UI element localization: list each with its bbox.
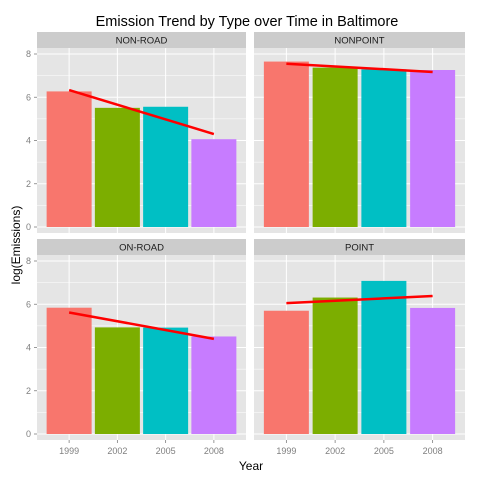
bar-1999 [46, 91, 92, 227]
facet-panels: NON-ROAD NONPOINT ON-ROAD POINT [37, 32, 465, 440]
y-axis-title: log(Emissions) [9, 206, 23, 285]
y-tick-label: 2 [26, 386, 31, 396]
x-tick-label: 2002 [325, 446, 345, 456]
x-tick-label: 2002 [107, 446, 127, 456]
strip-background [254, 32, 465, 48]
bar-2005 [143, 106, 189, 227]
strip-label: ON-ROAD [119, 243, 164, 254]
y-tick-label: 0 [26, 429, 31, 439]
bar-2008 [191, 139, 237, 227]
strip-background [37, 239, 246, 255]
x-tick-label: 1999 [276, 446, 296, 456]
trend-line [286, 62, 433, 74]
strip-label: POINT [345, 243, 374, 254]
y-tick-label: 8 [26, 256, 31, 266]
y-tick-label: 4 [26, 136, 31, 146]
y-tick-label: 8 [26, 49, 31, 59]
x-tick-label: 2005 [156, 446, 176, 456]
x-axis: 1999 2002 2005 2008 1999 2002 2005 2008 [59, 440, 443, 456]
panel-nonpoint: NONPOINT [254, 32, 465, 233]
y-axis: 0 2 4 6 8 0 2 4 6 8 [26, 49, 37, 439]
bar-2002 [94, 327, 140, 434]
bar-2005 [361, 69, 407, 227]
trend-line [68, 88, 215, 136]
panel-point: POINT [254, 239, 465, 440]
y-tick-label: 0 [26, 222, 31, 232]
bar-2002 [94, 107, 140, 227]
bar-2002 [312, 297, 358, 434]
x-tick-label: 2005 [374, 446, 394, 456]
bar-1999 [263, 61, 309, 227]
strip-label: NON-ROAD [116, 36, 168, 47]
y-tick-label: 6 [26, 299, 31, 309]
trend-line [68, 311, 215, 341]
x-axis-title: Year [239, 459, 263, 473]
strip-background [37, 32, 246, 48]
chart-title: Emission Trend by Type over Time in Balt… [96, 14, 399, 30]
x-tick-label: 2008 [204, 446, 224, 456]
y-tick-label: 6 [26, 92, 31, 102]
strip-background [254, 239, 465, 255]
bar-1999 [46, 307, 92, 434]
bar-2008 [191, 336, 237, 434]
panel-on-road: ON-ROAD [37, 239, 246, 440]
strip-label: NONPOINT [334, 36, 384, 47]
y-tick-label: 4 [26, 343, 31, 353]
panel-non-road: NON-ROAD [37, 32, 246, 233]
bar-2008 [410, 70, 456, 227]
bar-1999 [263, 310, 309, 434]
x-tick-label: 2008 [423, 446, 443, 456]
bar-2008 [410, 307, 456, 434]
bar-2005 [361, 280, 407, 434]
trend-line [286, 294, 433, 305]
y-tick-label: 2 [26, 179, 31, 189]
x-tick-label: 1999 [59, 446, 79, 456]
bar-2002 [312, 67, 358, 227]
bar-2005 [143, 327, 189, 434]
